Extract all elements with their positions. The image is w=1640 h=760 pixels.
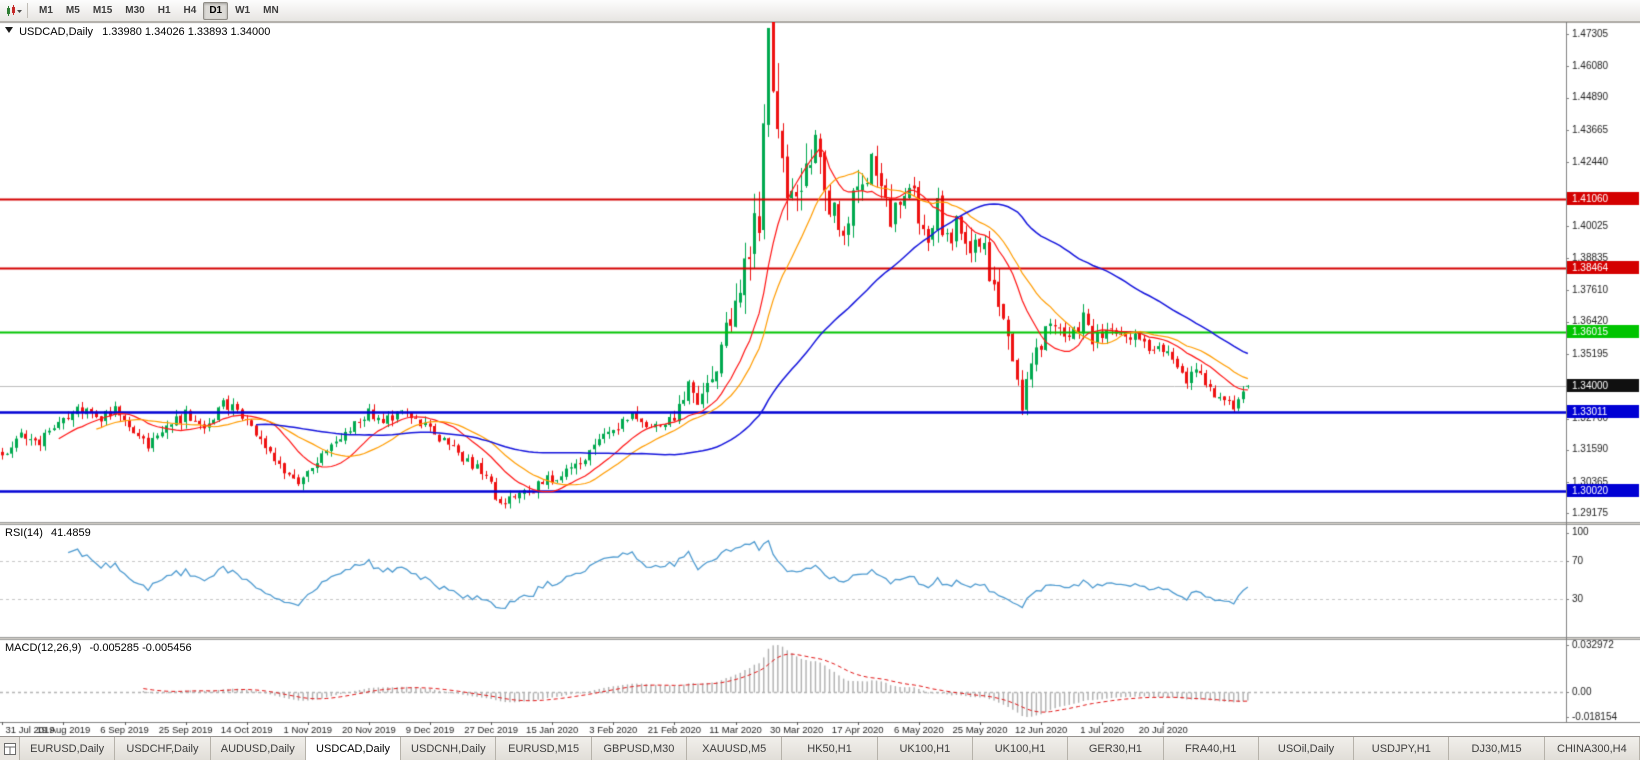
symbol-tab-usdjpy-h1[interactable]: USDJPY,H1 xyxy=(1354,737,1450,760)
chart-windows-icon[interactable] xyxy=(0,737,20,760)
symbol-tab-fra40-h1[interactable]: FRA40,H1 xyxy=(1163,737,1259,760)
timeframe-buttons: M1 M5 M15 M30 H1 H4 D1 W1 MN xyxy=(33,1,285,20)
timeframe-button-w1[interactable]: W1 xyxy=(229,2,256,20)
timeframe-button-mn[interactable]: MN xyxy=(257,2,285,20)
symbol-tab-usoil-daily[interactable]: USOil,Daily xyxy=(1258,737,1355,760)
symbol-tab-usdcad-daily[interactable]: USDCAD,Daily xyxy=(305,737,402,760)
toolbar-separator xyxy=(27,3,28,18)
symbol-tab-gbpusd-m30[interactable]: GBPUSD,M30 xyxy=(591,737,688,760)
symbol-tab-ger30-h1[interactable]: GER30,H1 xyxy=(1068,737,1164,760)
symbol-tab-audusd-daily[interactable]: AUDUSD,Daily xyxy=(210,737,306,760)
symbol-tab-xauusd-m5[interactable]: XAUUSD,M5 xyxy=(687,737,783,760)
timeframe-button-m30[interactable]: M30 xyxy=(119,2,150,20)
symbol-tab-uk100-h1[interactable]: UK100,H1 xyxy=(877,737,973,760)
timeframe-button-m1[interactable]: M1 xyxy=(33,2,59,20)
timeframe-toolbar: M1 M5 M15 M30 H1 H4 D1 W1 MN xyxy=(0,0,1640,22)
symbol-tabs: EURUSD,Daily USDCHF,Daily AUDUSD,Daily USDC… xyxy=(20,737,1640,760)
symbol-tab-dj30-m15[interactable]: DJ30,M15 xyxy=(1449,737,1545,760)
symbol-tab-china300-h4[interactable]: CHINA300,H4 xyxy=(1544,737,1640,760)
symbol-tab-uk100-h1[interactable]: UK100,H1 xyxy=(972,737,1069,760)
symbol-tab-eurusd-daily[interactable]: EURUSD,Daily xyxy=(20,737,116,760)
chart-region: USDCAD,Daily 1.33980 1.34026 1.33893 1.3… xyxy=(0,22,1640,736)
symbol-tab-usdcnh-daily[interactable]: USDCNH,Daily xyxy=(401,737,497,760)
symbol-tab-usdchf-daily[interactable]: USDCHF,Daily xyxy=(115,737,211,760)
timeframe-button-h1[interactable]: H1 xyxy=(152,2,177,20)
timeframe-button-d1[interactable]: D1 xyxy=(203,1,229,20)
price-chart-canvas[interactable] xyxy=(0,22,1640,736)
symbol-tabbar: EURUSD,Daily USDCHF,Daily AUDUSD,Daily USDC… xyxy=(0,736,1640,760)
symbol-tab-hk50-h1[interactable]: HK50,H1 xyxy=(782,737,878,760)
symbol-tab-eurusd-m15[interactable]: EURUSD,M15 xyxy=(496,737,592,760)
timeframe-button-m5[interactable]: M5 xyxy=(60,2,86,20)
timeframe-button-h4[interactable]: H4 xyxy=(178,2,203,20)
chart-type-icon[interactable] xyxy=(3,3,25,19)
timeframe-button-m15[interactable]: M15 xyxy=(87,2,118,20)
